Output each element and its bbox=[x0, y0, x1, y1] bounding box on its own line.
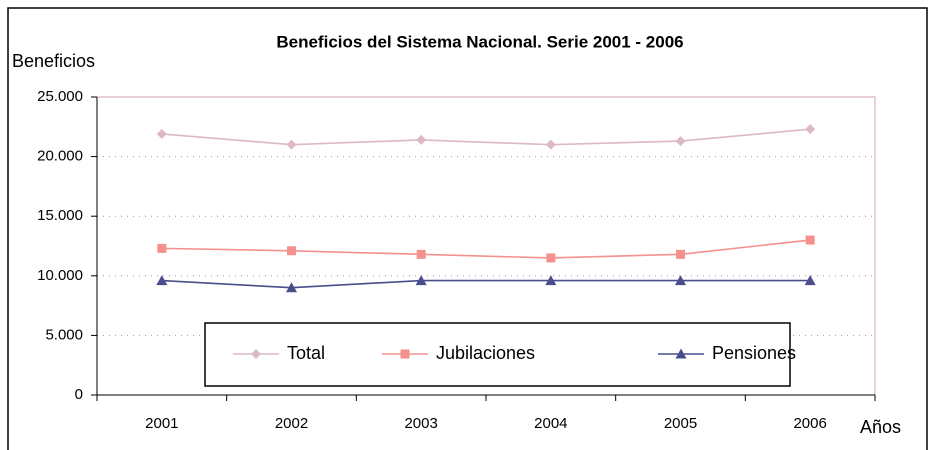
x-tick-label: 2001 bbox=[145, 415, 178, 432]
series-line bbox=[161, 239, 811, 259]
y-tick-label: 0 bbox=[75, 386, 83, 403]
y-tick-label: 10.000 bbox=[37, 267, 83, 284]
series-line bbox=[161, 128, 811, 146]
data-point bbox=[676, 249, 685, 259]
legend-marker bbox=[251, 349, 261, 359]
legend-label: Jubilaciones bbox=[436, 343, 535, 363]
data-point bbox=[545, 275, 557, 286]
y-axis-label: Beneficios bbox=[12, 51, 95, 71]
data-point bbox=[286, 282, 297, 293]
x-tick-label: 2003 bbox=[404, 415, 437, 432]
y-tick-label: 25.000 bbox=[37, 88, 83, 105]
x-tick-label: 2002 bbox=[275, 415, 308, 432]
data-point bbox=[157, 243, 167, 253]
x-tick-label: 2004 bbox=[534, 415, 567, 432]
y-tick-label: 20.000 bbox=[37, 148, 83, 165]
data-point bbox=[286, 139, 297, 150]
data-point bbox=[804, 275, 816, 286]
data-point bbox=[675, 136, 686, 147]
data-point bbox=[805, 235, 815, 245]
x-axis-label: Años bbox=[860, 417, 901, 437]
data-point bbox=[415, 275, 427, 286]
x-tick-label: 2005 bbox=[664, 415, 697, 432]
data-point bbox=[287, 246, 296, 256]
data-point bbox=[156, 128, 167, 139]
data-point bbox=[546, 253, 556, 263]
x-tick-label: 2006 bbox=[793, 415, 826, 432]
data-point bbox=[156, 275, 168, 286]
data-point bbox=[416, 134, 427, 145]
plot-border bbox=[97, 96, 876, 395]
legend-label: Pensiones bbox=[712, 343, 796, 363]
y-tick-label: 15.000 bbox=[37, 207, 83, 224]
data-point bbox=[545, 139, 556, 150]
y-tick-label: 5.000 bbox=[45, 326, 83, 343]
data-point bbox=[805, 124, 816, 135]
data-point bbox=[416, 249, 426, 259]
series-line bbox=[161, 279, 811, 289]
data-point bbox=[675, 275, 686, 286]
legend-label: Total bbox=[287, 343, 325, 363]
legend-marker bbox=[400, 349, 410, 359]
chart-title: Beneficios del Sistema Nacional. Serie 2… bbox=[276, 32, 683, 51]
legend-marker bbox=[675, 348, 687, 359]
